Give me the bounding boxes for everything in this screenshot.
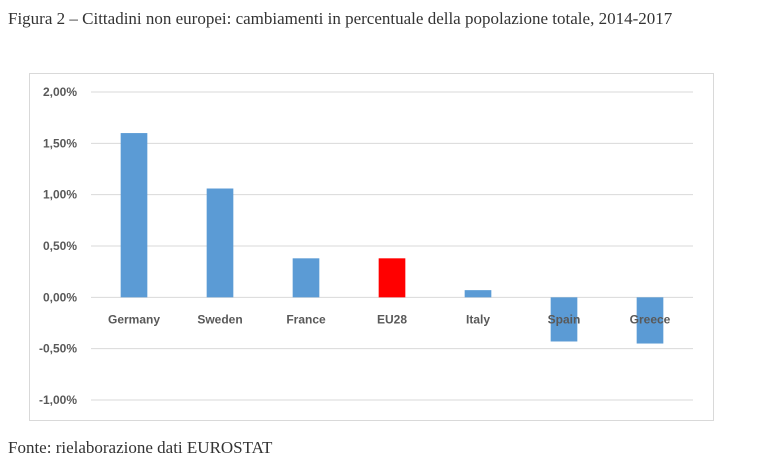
x-tick-label: Greece [630,312,671,326]
figure-title: Figura 2 – Cittadini non europei: cambia… [8,9,673,28]
y-tick-label: 0,50% [43,239,77,253]
x-tick-label: Italy [466,312,490,326]
x-tick-label: Spain [548,312,581,326]
x-tick-label: France [286,312,326,326]
x-tick-label: EU28 [377,312,407,326]
y-tick-label: -0,50% [39,342,77,356]
bar-eu28 [378,258,406,298]
bar-chart: 2,00% 1,50% 1,00% 0,50% 0,00% -0,50% -1,00% Ger… [39,85,693,407]
x-tick-label: Sweden [197,312,242,326]
bar-italy [464,290,492,298]
bar-greece [636,297,664,344]
bar-sweden [206,188,234,298]
source-note: Fonte: rielaborazione dati EUROSTAT [8,438,273,457]
bar-spain [550,297,578,342]
y-tick-label: 0,00% [43,290,77,304]
bar-germany [120,133,148,298]
y-tick-label: 1,00% [43,188,77,202]
y-tick-label: 2,00% [43,85,77,99]
y-tick-label: 1,50% [43,136,77,150]
x-tick-label: Germany [108,312,160,326]
y-tick-label: -1,00% [39,393,77,407]
bar-france [292,258,320,298]
chart-frame: 2,00% 1,50% 1,00% 0,50% 0,00% -0,50% -1,00% Ger… [29,73,714,421]
